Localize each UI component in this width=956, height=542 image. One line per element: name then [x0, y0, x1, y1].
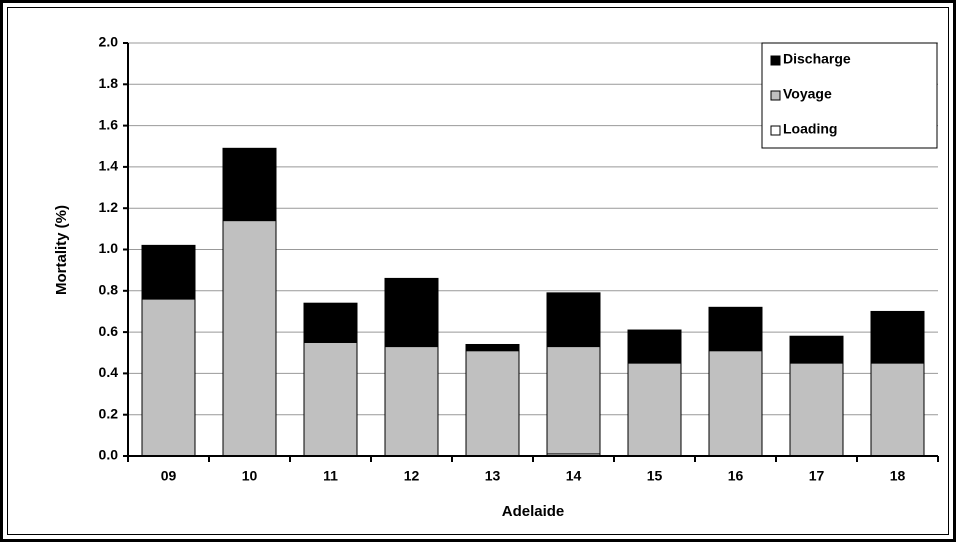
bar-segment — [789, 362, 844, 457]
y-tick-label: 0.2 — [99, 405, 119, 421]
legend-swatch — [770, 125, 781, 136]
frame-inner — [7, 7, 949, 535]
y-tick-label: 0.6 — [99, 323, 119, 339]
bar-segment — [303, 302, 358, 343]
legend-label: Loading — [783, 121, 837, 137]
bar-segment — [384, 346, 439, 457]
y-tick-label: 0.0 — [99, 447, 119, 463]
legend-swatch — [770, 90, 781, 101]
bar-segment — [141, 244, 196, 300]
legend-label: Voyage — [783, 86, 832, 102]
x-tick-label: 09 — [161, 468, 177, 484]
bar-segment — [546, 346, 601, 455]
x-tick-label: 17 — [809, 468, 825, 484]
x-tick-label: 11 — [323, 468, 338, 484]
legend-label: Discharge — [783, 51, 851, 67]
bar-segment — [303, 341, 358, 457]
y-tick-label: 0.8 — [99, 282, 119, 298]
y-tick-label: 1.4 — [99, 158, 119, 174]
y-tick-label: 0.4 — [99, 364, 119, 380]
bar-segment — [789, 335, 844, 364]
y-tick-label: 1.8 — [99, 75, 119, 91]
x-tick-label: 16 — [728, 468, 744, 484]
legend-box — [761, 42, 938, 149]
x-tick-label: 12 — [404, 468, 420, 484]
bar-segment — [627, 329, 682, 364]
x-tick-label: 15 — [647, 468, 663, 484]
bar-segment — [222, 147, 277, 222]
bar-segment — [708, 350, 763, 457]
bar-segment — [222, 220, 277, 457]
x-axis-label: Adelaide — [502, 503, 565, 520]
bar-segment — [546, 292, 601, 348]
bar-segment — [384, 277, 439, 348]
y-axis-label: Mortality (%) — [53, 205, 70, 295]
y-tick-label: 1.2 — [99, 199, 119, 215]
x-tick-label: 18 — [890, 468, 906, 484]
bar-segment — [870, 362, 925, 457]
x-tick-label: 10 — [242, 468, 258, 484]
bar-segment — [465, 343, 520, 352]
y-tick-label: 1.6 — [99, 116, 119, 132]
x-tick-label: 14 — [566, 468, 582, 484]
bar-segment — [627, 362, 682, 457]
x-tick-label: 13 — [485, 468, 501, 484]
bar-segment — [141, 298, 196, 457]
y-tick-label: 1.0 — [99, 240, 119, 256]
bar-segment — [465, 350, 520, 457]
bar-segment — [870, 310, 925, 364]
legend-swatch — [770, 55, 781, 66]
y-tick-label: 2.0 — [99, 34, 119, 50]
bar-segment — [708, 306, 763, 352]
